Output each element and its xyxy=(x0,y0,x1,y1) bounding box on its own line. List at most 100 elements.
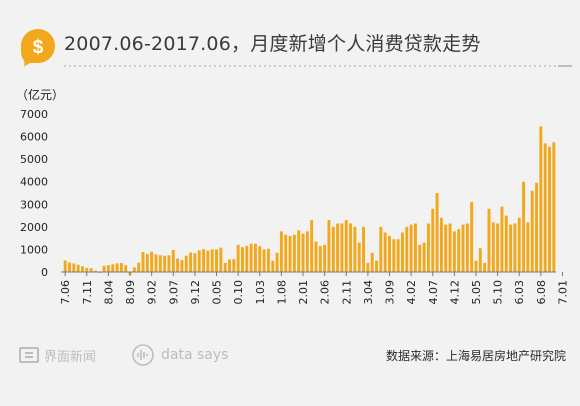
bar xyxy=(539,126,543,272)
bar xyxy=(292,234,296,272)
header: $ 2007.06-2017.06，月度新增个人消费贷款走势 xyxy=(0,0,580,74)
bar xyxy=(193,253,197,272)
bar xyxy=(241,247,244,272)
bar xyxy=(176,258,180,272)
bar xyxy=(158,255,162,272)
bar xyxy=(491,222,495,272)
bar xyxy=(413,223,417,272)
bar xyxy=(509,224,513,272)
header-divider xyxy=(64,65,572,67)
bar xyxy=(327,220,331,272)
bar xyxy=(435,193,439,272)
bar xyxy=(375,260,378,272)
bar xyxy=(215,249,218,272)
bar xyxy=(262,249,266,272)
bar xyxy=(323,244,327,272)
x-tick-label: 12.06 xyxy=(319,280,332,305)
x-tick-label: 14.12 xyxy=(448,280,461,305)
y-axis-unit-label: （亿元） xyxy=(16,88,65,102)
bar xyxy=(426,223,430,272)
bar xyxy=(245,246,249,272)
bar xyxy=(500,206,504,272)
bar xyxy=(163,255,167,272)
bar xyxy=(405,226,409,272)
bar xyxy=(457,229,461,272)
bar xyxy=(310,220,314,272)
y-tick-label: 6000 xyxy=(20,131,48,144)
bar xyxy=(452,231,456,272)
bar xyxy=(513,223,517,272)
x-tick-label: 08.04 xyxy=(102,280,115,305)
bar xyxy=(184,255,188,272)
bar xyxy=(318,246,322,272)
bar xyxy=(106,265,110,272)
bar xyxy=(72,263,76,272)
bar xyxy=(379,226,383,272)
bar xyxy=(431,208,435,272)
bar xyxy=(461,224,465,272)
bar xyxy=(102,265,106,272)
bar xyxy=(336,223,340,272)
bar xyxy=(530,190,534,272)
bar xyxy=(487,208,491,272)
bar xyxy=(504,215,508,272)
bar xyxy=(202,249,206,272)
dollar-sign: $ xyxy=(33,37,44,58)
bar xyxy=(353,226,357,272)
bar xyxy=(119,262,123,272)
datasays-logo-text: data says xyxy=(161,347,229,363)
bar xyxy=(145,253,149,272)
x-tick-label: 09.02 xyxy=(146,280,159,305)
bar xyxy=(63,260,67,272)
bar xyxy=(210,249,214,272)
bar xyxy=(543,143,547,272)
bar xyxy=(448,223,452,272)
bar xyxy=(279,231,283,272)
bar xyxy=(331,226,335,272)
bar xyxy=(517,217,521,272)
bar xyxy=(124,265,128,272)
jiemian-logo-text: 界面新闻 xyxy=(44,349,97,365)
bar xyxy=(236,244,240,272)
bar xyxy=(80,266,84,272)
x-tick-label: 15.05 xyxy=(470,280,483,305)
bar xyxy=(470,202,474,272)
bar xyxy=(115,263,119,272)
bar xyxy=(366,262,370,272)
bar xyxy=(422,242,426,272)
data-source: 数据来源：上海易居房地产研究院 xyxy=(385,349,566,363)
bar xyxy=(526,222,530,272)
bar xyxy=(167,255,171,272)
x-tick-label: 11.03 xyxy=(254,280,267,305)
bar xyxy=(439,217,443,272)
x-tick-label: 16.08 xyxy=(535,280,548,305)
bar xyxy=(137,262,141,272)
bar xyxy=(141,252,145,272)
y-tick-label: 1000 xyxy=(20,243,48,256)
bar xyxy=(266,248,270,272)
bar xyxy=(388,235,391,272)
x-tick-label: 07.06 xyxy=(59,280,72,305)
bar xyxy=(349,223,353,272)
y-tick-label: 0 xyxy=(41,266,48,279)
dollar-badge-icon: $ xyxy=(18,27,58,67)
x-tick-label: 12.11 xyxy=(340,280,353,305)
y-tick-label: 4000 xyxy=(20,176,48,189)
bar xyxy=(301,233,305,272)
x-tick-label: 09.12 xyxy=(189,280,202,305)
bar xyxy=(444,224,448,272)
bar xyxy=(232,259,236,272)
bar xyxy=(478,248,482,272)
bar xyxy=(392,239,396,272)
bar xyxy=(206,250,210,272)
bar xyxy=(253,243,257,272)
bar xyxy=(465,223,469,272)
bar xyxy=(409,224,413,272)
bar xyxy=(111,264,115,272)
x-tick-label: 15.10 xyxy=(492,280,505,305)
jiemian-logo: 界面新闻 xyxy=(19,345,96,365)
bar xyxy=(474,260,478,272)
y-tick-label: 7000 xyxy=(20,108,48,121)
x-tick-label: 10.05 xyxy=(211,280,224,305)
bar xyxy=(180,260,184,272)
